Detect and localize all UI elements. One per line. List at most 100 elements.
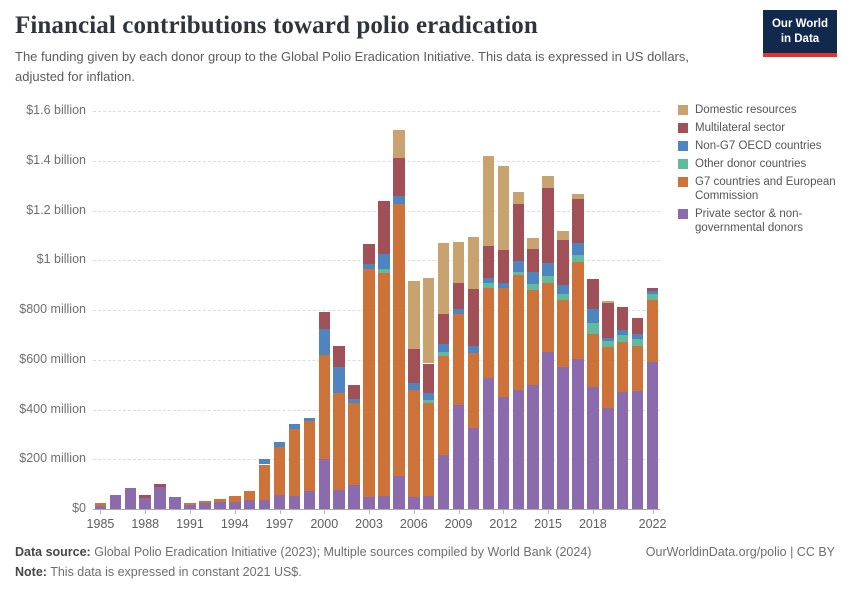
bar-segment-multilateral-sector[interactable] [602,303,614,339]
bar-segment-g7-countries-and-european-commission[interactable] [318,354,331,460]
bar-segment-private-sector-non-governmental-donors[interactable] [273,495,286,509]
bar-segment-domestic-resources[interactable] [422,277,435,364]
bar-segment-private-sector-non-governmental-donors[interactable] [378,496,390,509]
bar-segment-private-sector-non-governmental-donors[interactable] [572,358,584,509]
bar-segment-multilateral-sector[interactable] [408,348,420,384]
bar-segment-private-sector-non-governmental-donors[interactable] [542,352,554,509]
bar-segment-multilateral-sector[interactable] [154,483,166,488]
bar-segment-private-sector-non-governmental-donors[interactable] [363,497,375,509]
bar-segment-domestic-resources[interactable] [557,231,569,241]
bar-segment-private-sector-non-governmental-donors[interactable] [94,505,107,509]
bar-1997[interactable] [273,111,286,509]
bar-segment-domestic-resources[interactable] [572,193,584,199]
bar-segment-private-sector-non-governmental-donors[interactable] [602,408,614,509]
bar-segment-g7-countries-and-european-commission[interactable] [452,314,465,406]
bar-segment-private-sector-non-governmental-donors[interactable] [169,496,181,509]
bar-segment-g7-countries-and-european-commission[interactable] [378,273,390,497]
bar-segment-non-g7-oecd-countries[interactable] [587,308,599,323]
bar-segment-private-sector-non-governmental-donors[interactable] [258,499,271,509]
bar-segment-g7-countries-and-european-commission[interactable] [497,288,510,398]
bar-2018[interactable] [587,111,599,509]
bar-segment-private-sector-non-governmental-donors[interactable] [616,392,629,509]
bar-2002[interactable] [348,111,360,509]
bar-2009[interactable] [452,111,465,509]
bar-1994[interactable] [229,111,241,509]
bar-segment-non-g7-oecd-countries[interactable] [616,330,629,336]
bar-segment-g7-countries-and-european-commission[interactable] [422,403,435,497]
bar-1987[interactable] [124,111,137,509]
bar-segment-other-donor-countries[interactable] [616,335,629,343]
bar-2004[interactable] [378,111,390,509]
bar-segment-multilateral-sector[interactable] [363,244,375,264]
bar-segment-multilateral-sector[interactable] [393,157,405,197]
bar-segment-multilateral-sector[interactable] [587,279,599,309]
bar-segment-private-sector-non-governmental-donors[interactable] [139,497,151,509]
bar-segment-private-sector-non-governmental-donors[interactable] [333,490,345,509]
bar-1992[interactable] [199,111,211,509]
bar-segment-private-sector-non-governmental-donors[interactable] [124,488,137,509]
bar-segment-non-g7-oecd-countries[interactable] [393,196,405,205]
bar-segment-g7-countries-and-european-commission[interactable] [348,403,360,486]
bar-segment-private-sector-non-governmental-donors[interactable] [422,496,435,509]
bar-segment-private-sector-non-governmental-donors[interactable] [408,497,420,509]
bar-2005[interactable] [393,111,405,509]
bar-segment-non-g7-oecd-countries[interactable] [497,283,510,289]
owid-logo[interactable]: Our World in Data [763,10,837,57]
bar-segment-private-sector-non-governmental-donors[interactable] [154,487,166,509]
bar-segment-private-sector-non-governmental-donors[interactable] [437,454,450,509]
bar-segment-other-donor-countries[interactable] [437,351,450,356]
bar-segment-multilateral-sector[interactable] [527,248,539,272]
bar-segment-non-g7-oecd-countries[interactable] [318,328,331,355]
bar-segment-multilateral-sector[interactable] [378,201,390,254]
bar-segment-g7-countries-and-european-commission[interactable] [408,390,420,498]
bar-segment-multilateral-sector[interactable] [572,198,584,243]
bar-segment-private-sector-non-governmental-donors[interactable] [631,391,644,509]
bar-segment-g7-countries-and-european-commission[interactable] [602,347,614,409]
bar-segment-private-sector-non-governmental-donors[interactable] [587,387,599,509]
bar-segment-multilateral-sector[interactable] [467,289,480,346]
bar-segment-other-donor-countries[interactable] [527,284,539,291]
bar-1988[interactable] [139,111,151,509]
bar-segment-g7-countries-and-european-commission[interactable] [273,446,286,496]
bar-segment-multilateral-sector[interactable] [497,250,510,284]
bar-segment-g7-countries-and-european-commission[interactable] [572,261,584,359]
bar-segment-private-sector-non-governmental-donors[interactable] [288,496,301,509]
bar-2012[interactable] [497,111,510,509]
bar-1999[interactable] [303,111,316,509]
bar-segment-private-sector-non-governmental-donors[interactable] [512,389,524,509]
bar-segment-non-g7-oecd-countries[interactable] [273,441,286,447]
bar-segment-g7-countries-and-european-commission[interactable] [467,352,480,428]
bar-segment-non-g7-oecd-countries[interactable] [303,418,316,421]
bar-segment-other-donor-countries[interactable] [378,269,390,274]
legend-item-multilateral-sector[interactable]: Multilateral sector [678,121,846,135]
bar-1991[interactable] [184,111,196,509]
bar-2000[interactable] [318,111,331,509]
bar-segment-private-sector-non-governmental-donors[interactable] [199,503,211,509]
bar-2003[interactable] [363,111,375,509]
bar-segment-private-sector-non-governmental-donors[interactable] [348,485,360,509]
bar-segment-other-donor-countries[interactable] [512,272,524,276]
bar-segment-other-donor-countries[interactable] [557,293,569,300]
bar-segment-g7-countries-and-european-commission[interactable] [288,429,301,497]
bar-segment-multilateral-sector[interactable] [348,385,360,399]
bar-segment-g7-countries-and-european-commission[interactable] [393,204,405,477]
bar-segment-g7-countries-and-european-commission[interactable] [243,490,256,500]
bar-segment-g7-countries-and-european-commission[interactable] [631,346,644,392]
bar-segment-g7-countries-and-european-commission[interactable] [482,288,495,379]
bar-segment-non-g7-oecd-countries[interactable] [288,423,301,430]
bar-segment-non-g7-oecd-countries[interactable] [572,242,584,255]
bar-segment-other-donor-countries[interactable] [482,283,495,289]
bar-2008[interactable] [437,111,450,509]
bar-segment-g7-countries-and-european-commission[interactable] [258,464,271,500]
bar-segment-domestic-resources[interactable] [467,237,480,290]
bar-segment-private-sector-non-governmental-donors[interactable] [452,405,465,509]
legend-item-private-sector-non-governmental-donors[interactable]: Private sector & non-governmental donors [678,207,846,235]
bar-segment-non-g7-oecd-countries[interactable] [527,271,539,285]
bar-1985[interactable] [94,111,107,509]
bar-segment-g7-countries-and-european-commission[interactable] [587,333,599,388]
bar-segment-g7-countries-and-european-commission[interactable] [184,502,196,505]
bar-segment-non-g7-oecd-countries[interactable] [646,291,659,295]
bar-segment-g7-countries-and-european-commission[interactable] [512,275,524,390]
bar-segment-domestic-resources[interactable] [452,241,465,284]
bar-segment-g7-countries-and-european-commission[interactable] [542,282,554,353]
